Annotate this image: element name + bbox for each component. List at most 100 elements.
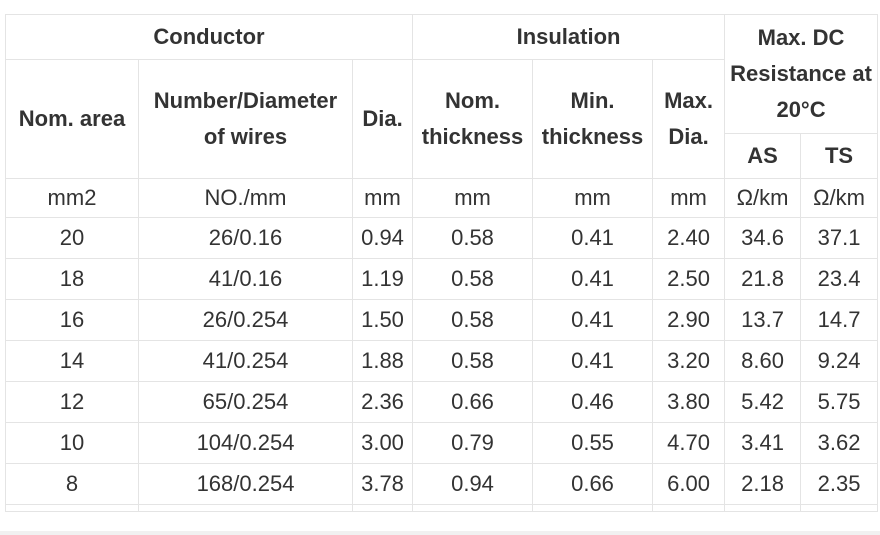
- unit-cell: mm: [412, 178, 534, 218]
- group-header-row: Conductor Insulation Max. DC Resistance …: [4, 14, 879, 134]
- table-body: mm2 NO./mm mm mm mm mm Ω/km Ω/km 20 26/0.16 0.94 0.…: [5, 178, 879, 512]
- table-cell: 23.4: [800, 258, 879, 300]
- table-cell: 5.42: [724, 381, 802, 423]
- table-cell: [532, 504, 654, 512]
- table-cell: 0.66: [532, 463, 654, 505]
- table-cell: 3.20: [652, 340, 726, 382]
- table-cell: [652, 504, 726, 512]
- table-cell: 1.88: [351, 340, 414, 382]
- table-cell: 41/0.16: [138, 258, 353, 300]
- unit-cell: Ω/km: [800, 178, 879, 218]
- table-cell: 4.70: [652, 422, 726, 464]
- table-cell: 20: [5, 217, 139, 259]
- table-cell: 104/0.254: [138, 422, 353, 464]
- table-cell: 26/0.254: [138, 299, 353, 341]
- table-cell: 0.66: [412, 381, 534, 423]
- col-header-dia: Dia.: [351, 59, 414, 179]
- table-cell: 2.40: [652, 217, 726, 259]
- table-cell: 0.55: [532, 422, 654, 464]
- table-cell: 0.41: [532, 340, 654, 382]
- table-cell: 0.94: [412, 463, 534, 505]
- table-cell: 0.41: [532, 299, 654, 341]
- group-header-insulation: Insulation: [412, 14, 726, 60]
- table-row: 12 65/0.254 2.36 0.66 0.46 3.80 5.42 5.75: [5, 381, 879, 423]
- table-cell: [138, 504, 353, 512]
- group-header-conductor: Conductor: [4, 14, 414, 60]
- col-header-nom-thickness: Nom. thickness: [412, 59, 534, 179]
- table-cell: [724, 504, 802, 512]
- table-cell: 0.58: [412, 340, 534, 382]
- table-cell: 1.19: [351, 258, 414, 300]
- wire-spec-table: Conductor Insulation Max. DC Resistance …: [4, 14, 879, 512]
- table-cell: 37.1: [800, 217, 879, 259]
- sub-header-row: AS TS: [6, 133, 879, 179]
- table-cell: 41/0.254: [138, 340, 353, 382]
- table-cell: 0.58: [412, 217, 534, 259]
- table-cell: 18: [5, 258, 139, 300]
- table-cell: 2.36: [351, 381, 414, 423]
- unit-cell: mm: [351, 178, 414, 218]
- table-cell: 13.7: [724, 299, 802, 341]
- col-header-min-thickness: Min. thickness: [532, 59, 654, 179]
- clipped-partial-row: [5, 504, 879, 512]
- table-cell: 3.80: [652, 381, 726, 423]
- table-row: 16 26/0.254 1.50 0.58 0.41 2.90 13.7 14.7: [5, 299, 879, 341]
- table-cell: 0.94: [351, 217, 414, 259]
- column-header-row: Nom. area Number/Diameter of wires Dia. …: [5, 59, 878, 179]
- table-cell: 8: [5, 463, 139, 505]
- table-cell: 3.78: [351, 463, 414, 505]
- table-cell: 12: [5, 381, 139, 423]
- table-row: 20 26/0.16 0.94 0.58 0.41 2.40 34.6 37.1: [5, 217, 879, 259]
- table-cell: 0.79: [412, 422, 534, 464]
- table-row: 18 41/0.16 1.19 0.58 0.41 2.50 21.8 23.4: [5, 258, 879, 300]
- table-cell: [351, 504, 414, 512]
- table-row: 8 168/0.254 3.78 0.94 0.66 6.00 2.18 2.35: [5, 463, 879, 505]
- table-cell: 2.90: [652, 299, 726, 341]
- bottom-strip: [0, 531, 880, 535]
- table-cell: 0.58: [412, 258, 534, 300]
- unit-cell: mm2: [5, 178, 139, 218]
- table-cell: 0.41: [532, 217, 654, 259]
- table-header: Conductor Insulation Max. DC Resistance …: [4, 14, 879, 179]
- col-header-ts: TS: [800, 133, 879, 179]
- table-cell: 2.18: [724, 463, 802, 505]
- table-cell: 26/0.16: [138, 217, 353, 259]
- table-cell: 1.50: [351, 299, 414, 341]
- table-cell: 2.50: [652, 258, 726, 300]
- table-cell: [5, 504, 139, 512]
- table-cell: 14.7: [800, 299, 879, 341]
- group-header-max-dc-resistance: Max. DC Resistance at 20°C: [724, 14, 879, 134]
- table-cell: 2.35: [800, 463, 879, 505]
- table-cell: [800, 504, 879, 512]
- table-cell: 9.24: [800, 340, 879, 382]
- table-cell: 34.6: [724, 217, 802, 259]
- table-cell: 168/0.254: [138, 463, 353, 505]
- table-cell: 3.00: [351, 422, 414, 464]
- unit-cell: mm: [532, 178, 654, 218]
- table-cell: 0.46: [532, 381, 654, 423]
- table-cell: 0.58: [412, 299, 534, 341]
- table-cell: 3.41: [724, 422, 802, 464]
- col-header-max-dia: Max. Dia.: [652, 59, 726, 179]
- table-row: 10 104/0.254 3.00 0.79 0.55 4.70 3.41 3.62: [5, 422, 879, 464]
- unit-cell: NO./mm: [138, 178, 353, 218]
- table-cell: [412, 504, 534, 512]
- table-cell: 10: [5, 422, 139, 464]
- col-header-nom-area: Nom. area: [5, 59, 139, 179]
- table-cell: 3.62: [800, 422, 879, 464]
- col-header-as: AS: [724, 133, 802, 179]
- table-cell: 5.75: [800, 381, 879, 423]
- table-cell: 14: [5, 340, 139, 382]
- table-cell: 0.41: [532, 258, 654, 300]
- units-row: mm2 NO./mm mm mm mm mm Ω/km Ω/km: [5, 178, 879, 218]
- table-cell: 16: [5, 299, 139, 341]
- table-row: 14 41/0.254 1.88 0.58 0.41 3.20 8.60 9.24: [5, 340, 879, 382]
- table-cell: 8.60: [724, 340, 802, 382]
- col-header-number-diameter: Number/Diameter of wires: [138, 59, 353, 179]
- unit-cell: Ω/km: [724, 178, 802, 218]
- table-cell: 6.00: [652, 463, 726, 505]
- table-cell: 21.8: [724, 258, 802, 300]
- table-cell: 65/0.254: [138, 381, 353, 423]
- unit-cell: mm: [652, 178, 726, 218]
